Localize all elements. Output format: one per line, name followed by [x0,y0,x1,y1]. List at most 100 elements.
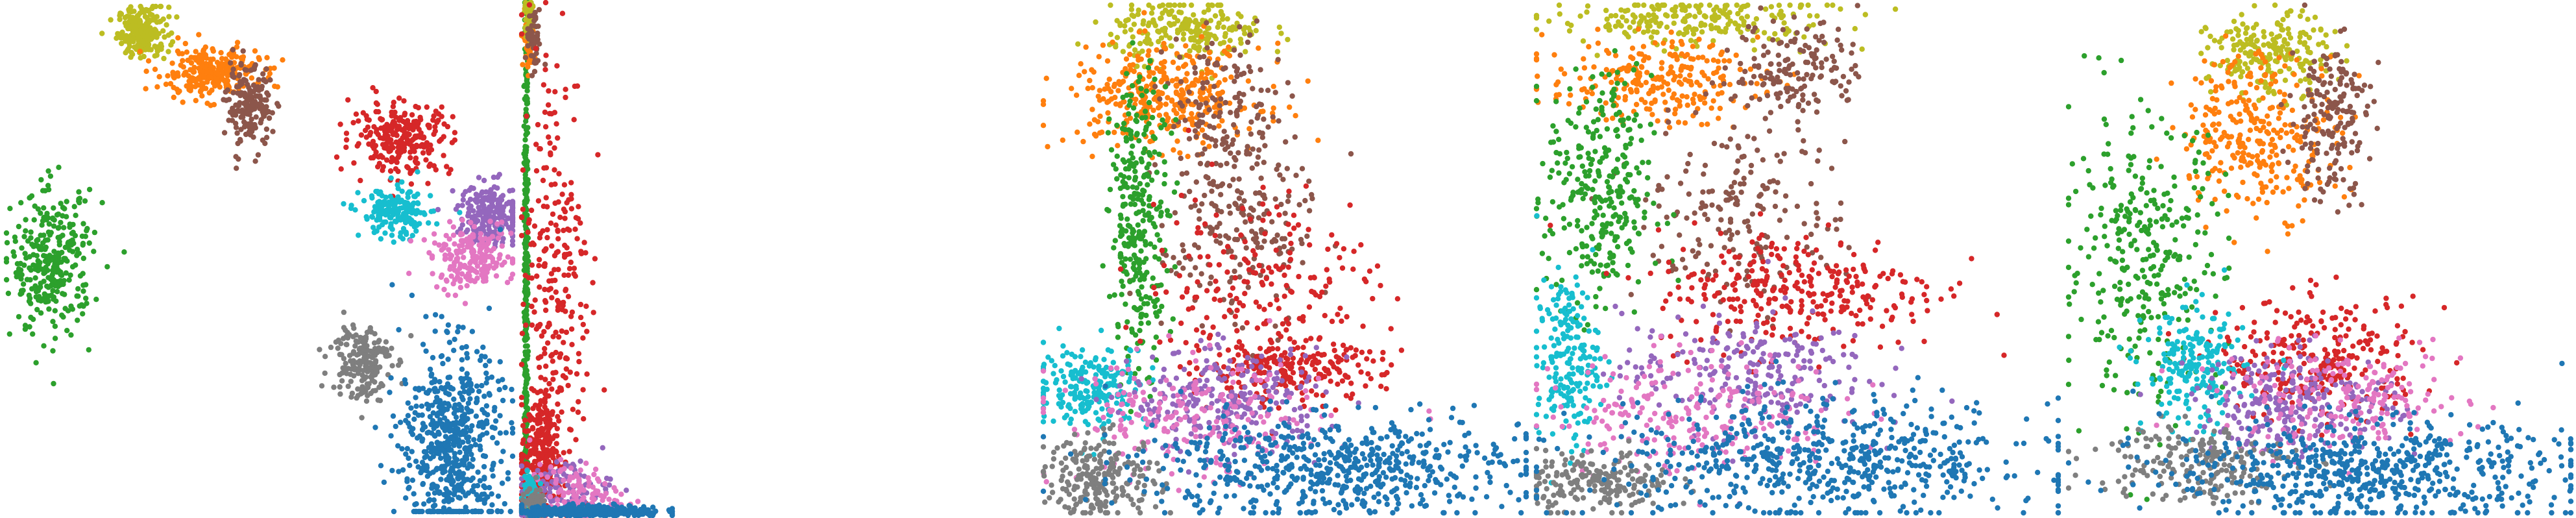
point [16,314,22,320]
point [539,333,545,339]
point [565,482,571,488]
point [347,371,354,377]
point [544,234,550,241]
point [171,94,176,101]
point [541,248,547,254]
point [416,387,422,393]
point [430,410,436,416]
point [399,179,405,185]
point [389,232,395,238]
point [1122,29,1128,34]
point [1139,48,1145,55]
point [1140,21,1146,27]
point [1112,129,1117,136]
point [68,332,74,338]
point [1217,91,1222,97]
point [584,371,590,377]
point [485,375,491,382]
point [146,47,152,53]
point [4,240,10,246]
point [1200,140,1206,146]
point [509,398,516,404]
point [175,70,180,76]
point [570,483,576,489]
point [1246,25,1252,31]
series-8 [317,309,414,421]
point [1212,73,1218,79]
point [322,370,328,376]
point [1238,40,1244,46]
point [557,351,564,357]
point [380,167,385,173]
point [487,358,492,364]
point [491,184,498,190]
point [1078,61,1084,67]
point [3,256,10,262]
point [529,322,535,328]
point [237,71,243,78]
point [409,432,416,438]
point [606,482,613,488]
point [234,130,240,136]
point [1177,2,1183,8]
point [1127,62,1133,69]
point [263,97,269,103]
point [499,480,505,486]
point [486,227,492,232]
point [542,307,549,314]
point [527,417,533,423]
point [130,38,136,45]
point [1106,86,1112,92]
point [54,269,60,275]
point [55,289,60,295]
point [498,206,504,212]
series-0 [1075,2,1291,81]
point [1194,26,1200,32]
point [509,210,516,216]
point [432,124,438,130]
point [445,356,451,362]
point [564,245,570,251]
series-4 [3,164,127,387]
point [3,277,10,283]
point [1151,96,1157,102]
point [500,397,506,404]
point [411,135,418,141]
point [533,168,540,174]
point [475,497,481,502]
point [1104,58,1111,64]
point [549,295,555,301]
point [445,375,451,380]
point [542,261,548,267]
point [435,111,442,117]
point [1091,69,1097,75]
point [434,284,440,290]
point [569,309,576,315]
point [522,473,528,479]
point [645,507,651,513]
point [1089,153,1095,160]
point [10,249,16,255]
point [84,226,90,232]
point [553,441,559,447]
point [537,480,544,487]
point [574,473,580,479]
point [263,104,269,110]
point [1193,77,1199,83]
point [379,193,385,199]
point [532,441,538,447]
point [382,230,388,236]
point [1174,18,1181,24]
point [474,483,481,489]
point [522,172,528,178]
point [369,354,375,360]
point [68,303,74,309]
point [421,237,427,243]
point [452,508,458,515]
point [518,31,525,37]
point [138,19,143,25]
point [446,446,452,452]
point [430,271,435,277]
point [436,242,442,248]
point [466,265,472,271]
